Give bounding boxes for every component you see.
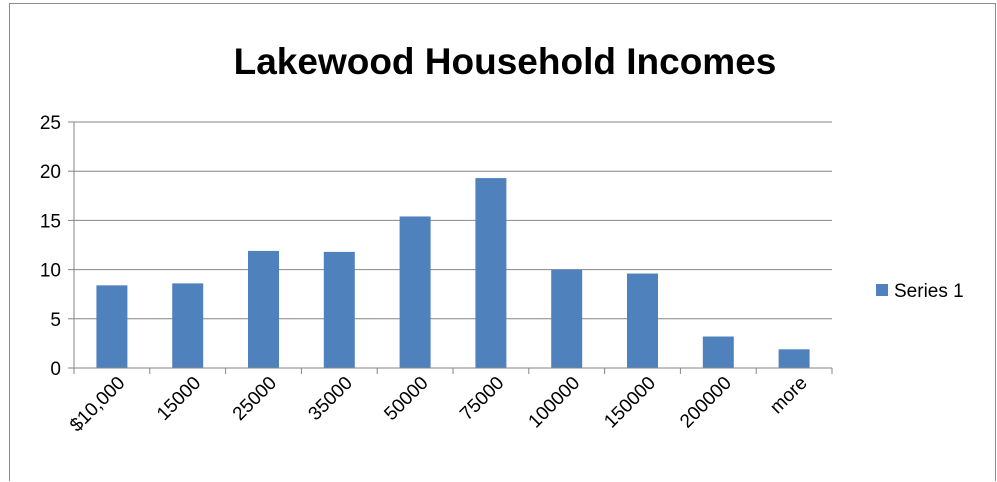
bar [627, 274, 658, 368]
x-tick-label: 200000 [676, 373, 736, 433]
bar [96, 285, 127, 368]
bar [324, 252, 355, 368]
y-tick-label: 0 [50, 359, 61, 380]
bar [172, 283, 203, 368]
y-tick-label: 25 [40, 113, 61, 134]
chart-title: Lakewood Household Incomes [234, 41, 777, 82]
x-tick-label: 150000 [600, 373, 660, 433]
x-tick-label: 25000 [229, 373, 281, 425]
y-tick-label: 15 [40, 211, 61, 232]
x-tick-label: more [766, 373, 811, 418]
bar [248, 251, 279, 368]
bars [96, 178, 809, 368]
y-tick-label: 10 [40, 261, 61, 282]
y-tick-label: 5 [50, 310, 61, 331]
legend-swatch-series-1 [876, 284, 888, 296]
x-axis-tick-labels: $10,000 15000 25000 35000 50000 75000 100000 15… [66, 373, 812, 436]
bar [400, 216, 431, 368]
x-tick-label: 35000 [305, 373, 357, 425]
bar [475, 178, 506, 368]
x-tick-label: 15000 [153, 373, 205, 425]
y-tick-label: 20 [40, 162, 61, 183]
bar [703, 337, 734, 368]
x-tick-label: $10,000 [66, 373, 129, 436]
x-tick-label: 100000 [525, 373, 585, 433]
legend-label-series-1: Series 1 [894, 281, 964, 302]
y-axis-tick-labels: 0 5 10 15 20 25 [40, 113, 61, 380]
bar [779, 349, 810, 368]
legend: Series 1 [876, 281, 964, 302]
x-tick-label: 75000 [456, 373, 508, 425]
bar [551, 270, 582, 368]
x-tick-label: 50000 [380, 373, 432, 425]
